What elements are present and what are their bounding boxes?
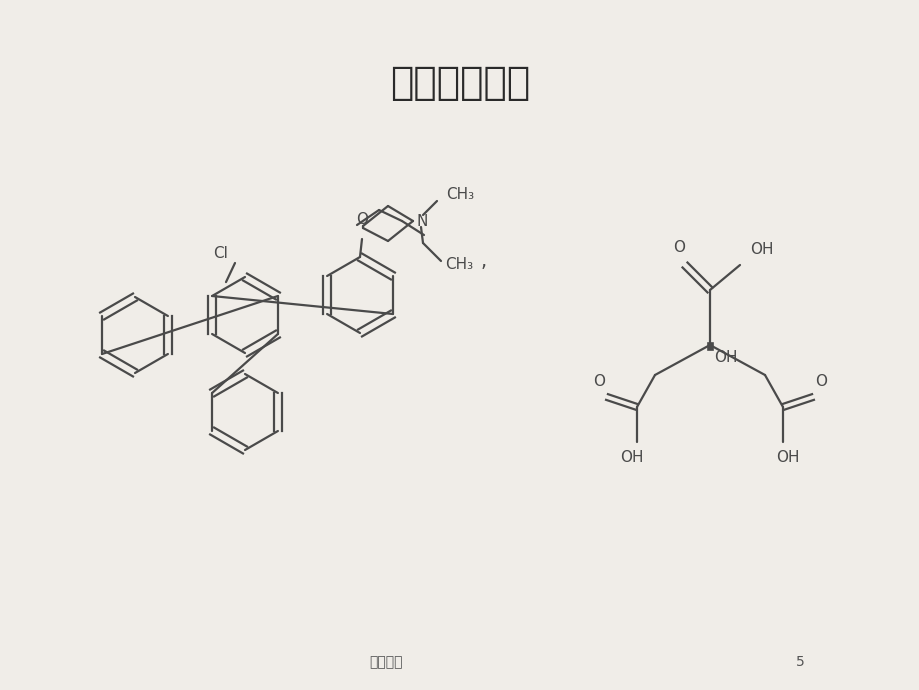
Text: Cl: Cl (213, 246, 228, 261)
Text: N: N (416, 213, 428, 228)
Text: OH: OH (776, 450, 799, 465)
Text: 枸橼酸氯米芬: 枸橼酸氯米芬 (390, 63, 529, 102)
Text: O: O (814, 374, 826, 389)
Text: 内容优选: 内容优选 (369, 656, 403, 669)
Text: OH: OH (713, 350, 737, 365)
Text: ,: , (481, 251, 486, 270)
Text: OH: OH (749, 242, 773, 257)
Text: CH₃: CH₃ (445, 257, 472, 271)
Text: O: O (356, 212, 368, 227)
Text: OH: OH (619, 450, 643, 465)
Text: 5: 5 (795, 656, 804, 669)
Text: CH₃: CH₃ (446, 186, 473, 201)
Text: O: O (673, 240, 685, 255)
Text: O: O (593, 374, 605, 389)
